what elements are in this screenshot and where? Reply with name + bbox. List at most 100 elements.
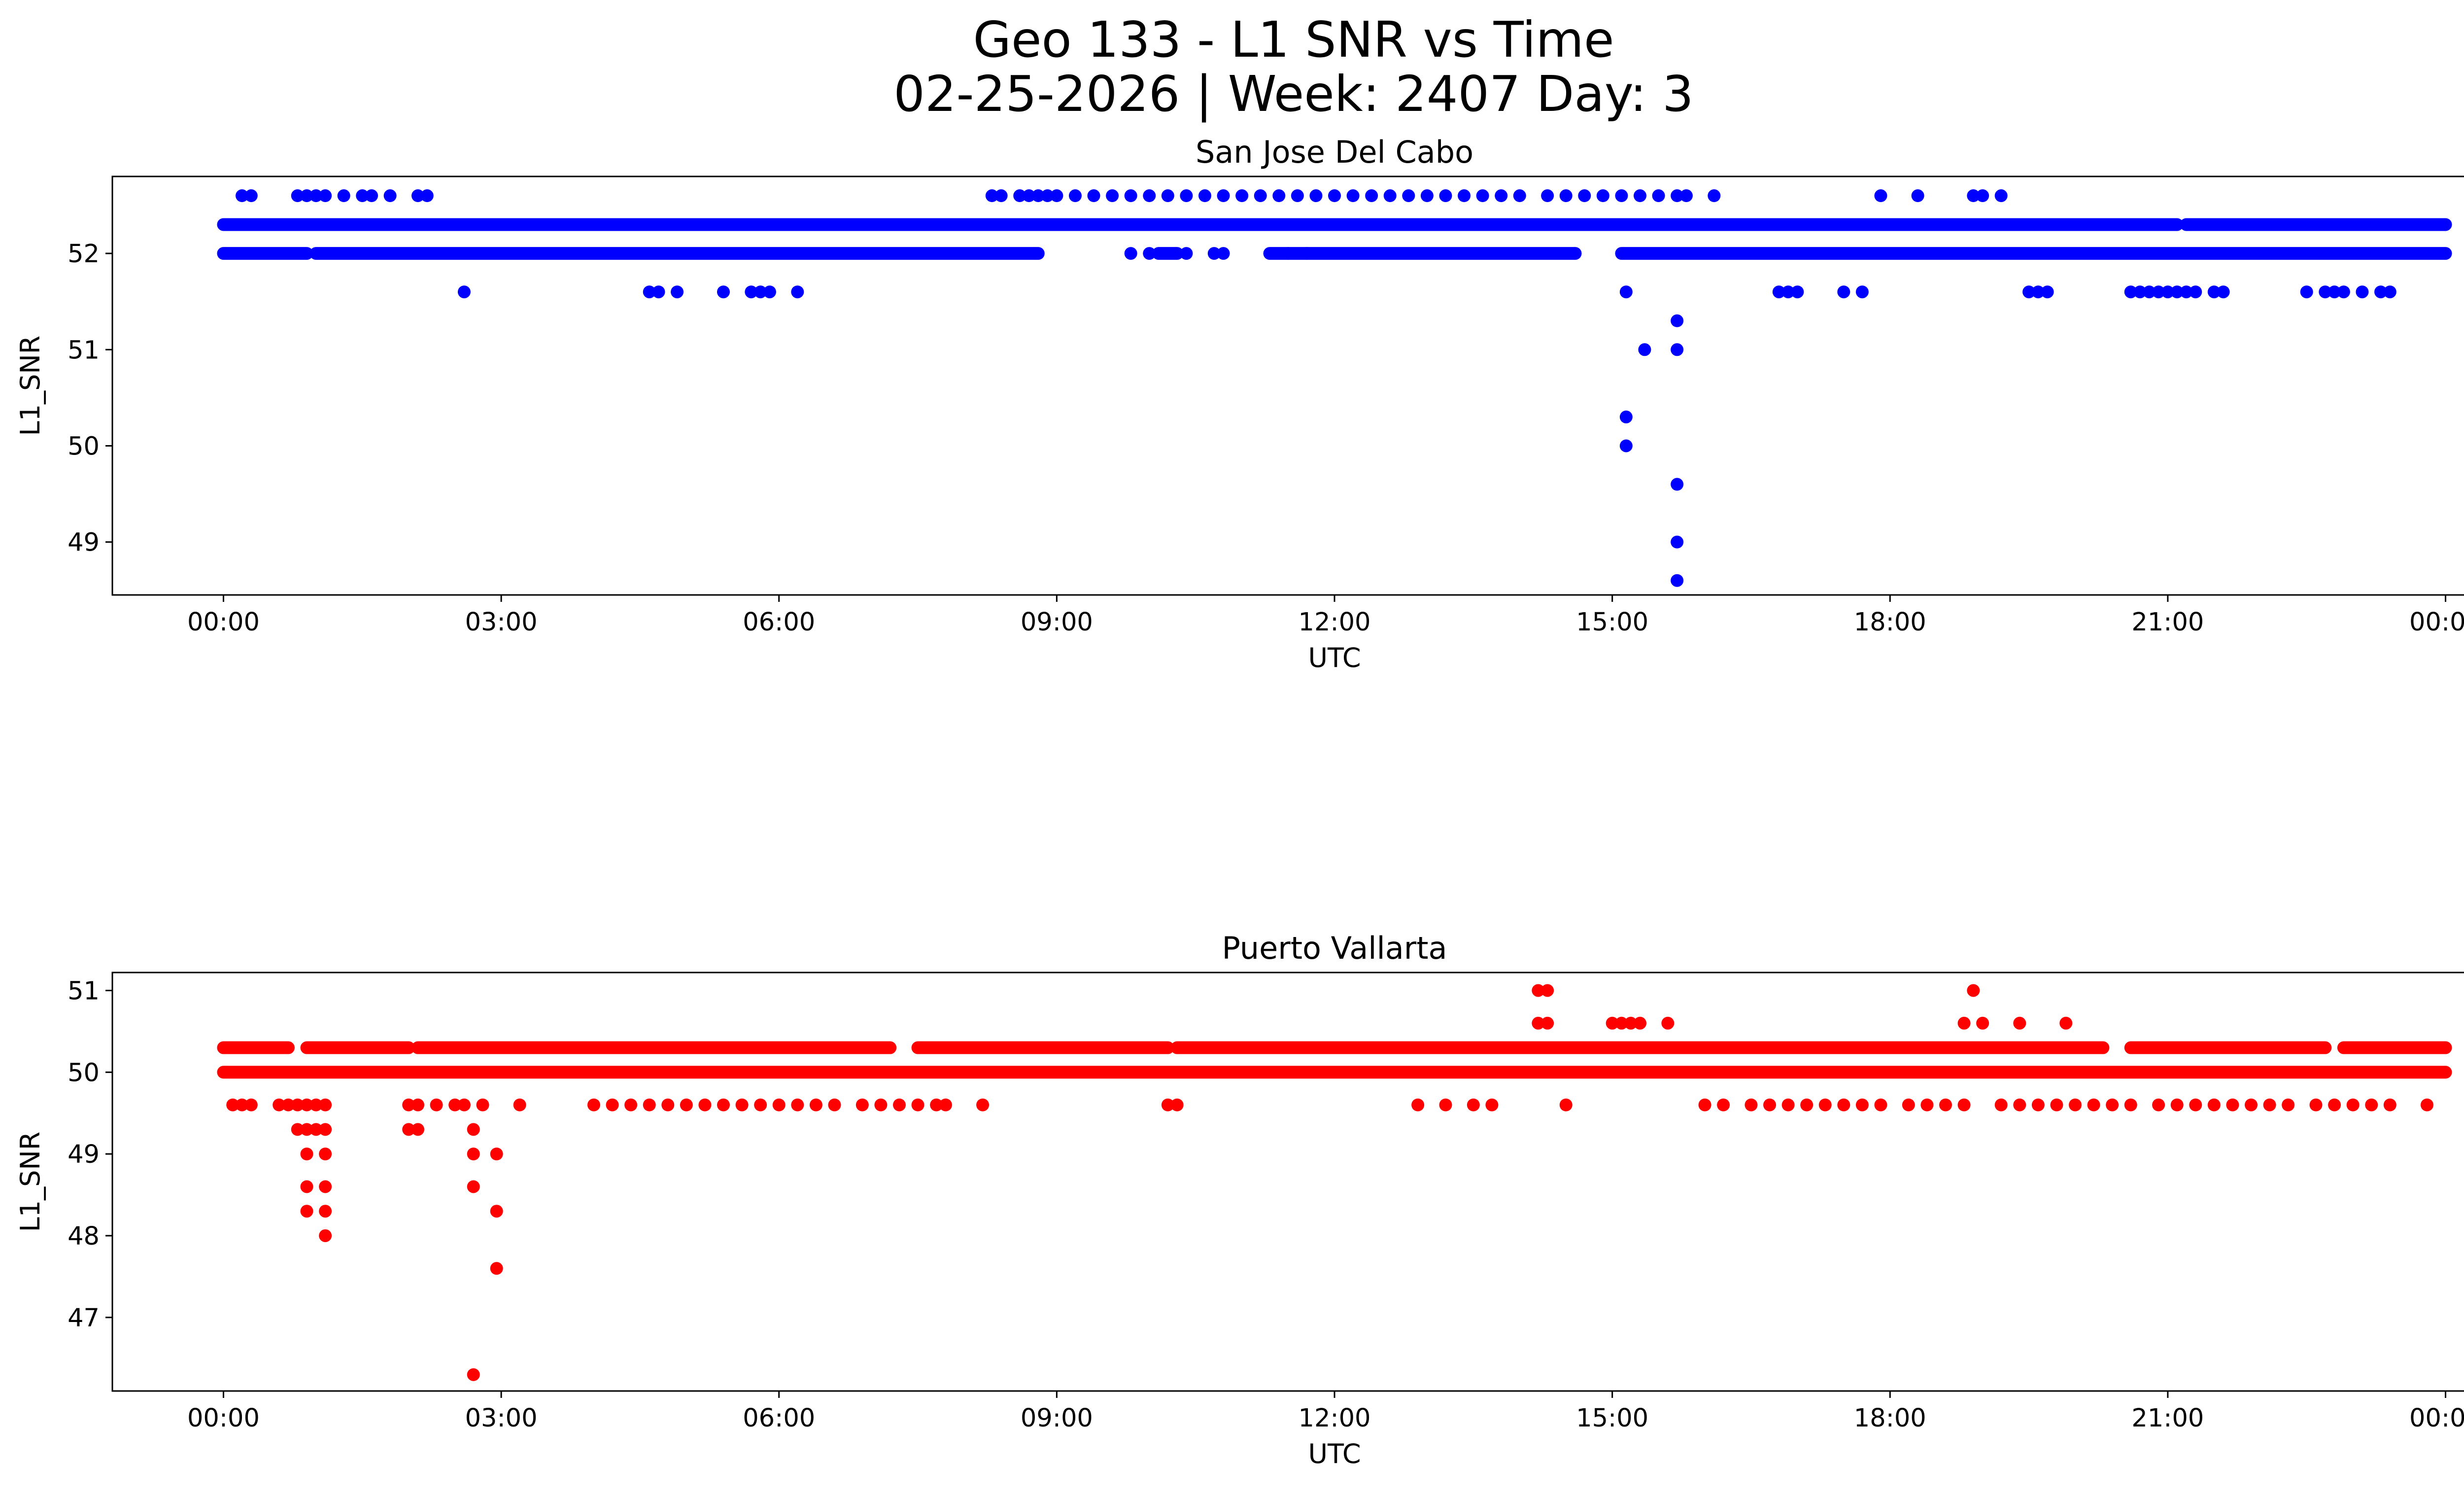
data-point: [1791, 285, 1804, 299]
data-point: [2170, 1098, 2184, 1112]
data-point: [1911, 189, 1924, 203]
data-point: [1217, 247, 1230, 260]
data-point: [1671, 189, 1684, 203]
figure-title-line2: 02-25-2026 | Week: 2407 Day: 3: [893, 65, 1693, 123]
data-point: [930, 1098, 943, 1112]
y-tick-label: 51: [68, 976, 100, 1006]
x-tick-label: 00:00: [2409, 1404, 2464, 1433]
data-point: [2365, 1098, 2378, 1112]
data-point: [1161, 189, 1174, 203]
data-point: [1282, 247, 1295, 260]
data-point: [1458, 189, 1471, 203]
data-point: [1855, 1098, 1869, 1112]
data-point: [1180, 189, 1193, 203]
x-tick-label: 03:00: [465, 608, 538, 637]
data-point: [1634, 1016, 1646, 1030]
data-point: [754, 1098, 767, 1112]
data-point: [1180, 247, 1193, 260]
data-point: [402, 1098, 415, 1112]
data-point: [411, 189, 424, 203]
data-point: [1837, 285, 1850, 299]
data-point: [1781, 1098, 1795, 1112]
data-point: [1291, 189, 1304, 203]
axes-frame: [111, 175, 2464, 596]
data-point: [2309, 1098, 2323, 1112]
data-point: [2124, 285, 2137, 299]
data-point: [2282, 1098, 2295, 1112]
data-point: [1541, 1016, 1554, 1030]
data-point: [1619, 439, 1633, 452]
y-tick-label: 50: [68, 432, 100, 461]
data-point: [2300, 285, 2313, 299]
data-point: [2374, 285, 2388, 299]
data-point: [319, 1205, 332, 1218]
data-point: [1837, 1098, 1850, 1112]
data-point: [2245, 1098, 2258, 1112]
data-point: [1467, 1098, 1480, 1112]
data-point: [1661, 1016, 1675, 1030]
data-point: [1615, 1016, 1628, 1030]
data-point: [236, 189, 249, 203]
data-point: [319, 189, 332, 203]
data-point: [2226, 1098, 2239, 1112]
data-point: [1439, 1098, 1452, 1112]
data-point: [1365, 189, 1378, 203]
data-point: [309, 1098, 323, 1112]
data-point: [1671, 478, 1684, 491]
data-point: [430, 1098, 443, 1112]
data-point: [1272, 189, 1286, 203]
data-point: [976, 1098, 990, 1112]
x-tick-label: 18:00: [1854, 608, 1926, 637]
y-tick-label: 48: [68, 1222, 100, 1251]
data-point: [2013, 1016, 2026, 1030]
data-point: [1671, 343, 1684, 356]
data-point: [1671, 574, 1684, 587]
data-point: [2069, 1098, 2082, 1112]
data-point: [383, 189, 397, 203]
data-point: [1994, 1098, 2008, 1112]
data-point: [2263, 1098, 2276, 1112]
data-point: [490, 1205, 503, 1218]
data-point: [1578, 189, 1591, 203]
data-point: [1855, 285, 1869, 299]
data-point: [467, 1123, 480, 1136]
data-point: [2217, 285, 2230, 299]
data-point: [1976, 189, 1989, 203]
data-point: [411, 1098, 424, 1112]
data-point: [1874, 1098, 1887, 1112]
data-point: [652, 285, 665, 299]
data-point: [754, 285, 767, 299]
data-point: [2152, 1098, 2165, 1112]
data-point: [1967, 189, 1980, 203]
x-tick-label: 15:00: [1576, 608, 1648, 637]
data-point: [2337, 285, 2350, 299]
y-tick-label: 52: [68, 240, 100, 269]
data-point: [1615, 189, 1628, 203]
data-point: [1967, 984, 1980, 997]
data-point: [309, 1123, 323, 1136]
data-point: [244, 189, 258, 203]
x-tick-label: 21:00: [2131, 608, 2204, 637]
x-tick-label: 06:00: [743, 1404, 815, 1433]
y-axis-label: L1_SNR: [15, 1132, 46, 1232]
x-tick-label: 00:00: [187, 1404, 260, 1433]
data-point: [291, 1123, 304, 1136]
data-point: [1976, 1016, 1989, 1030]
data-point: [2207, 285, 2221, 299]
data-point: [671, 285, 684, 299]
data-point: [300, 1205, 313, 1218]
data-point: [1619, 410, 1633, 423]
data-point: [467, 1180, 480, 1193]
data-point: [624, 1098, 638, 1112]
data-point: [1087, 189, 1100, 203]
data-point: [735, 1098, 749, 1112]
y-tick-label: 50: [68, 1058, 100, 1087]
data-point: [2383, 1098, 2396, 1112]
y-tick-label: 49: [68, 1140, 100, 1169]
data-point: [1679, 189, 1693, 203]
data-point: [772, 1098, 786, 1112]
data-point: [1781, 285, 1795, 299]
data-point: [606, 1098, 619, 1112]
data-point: [1050, 189, 1063, 203]
data-point: [809, 1098, 822, 1112]
